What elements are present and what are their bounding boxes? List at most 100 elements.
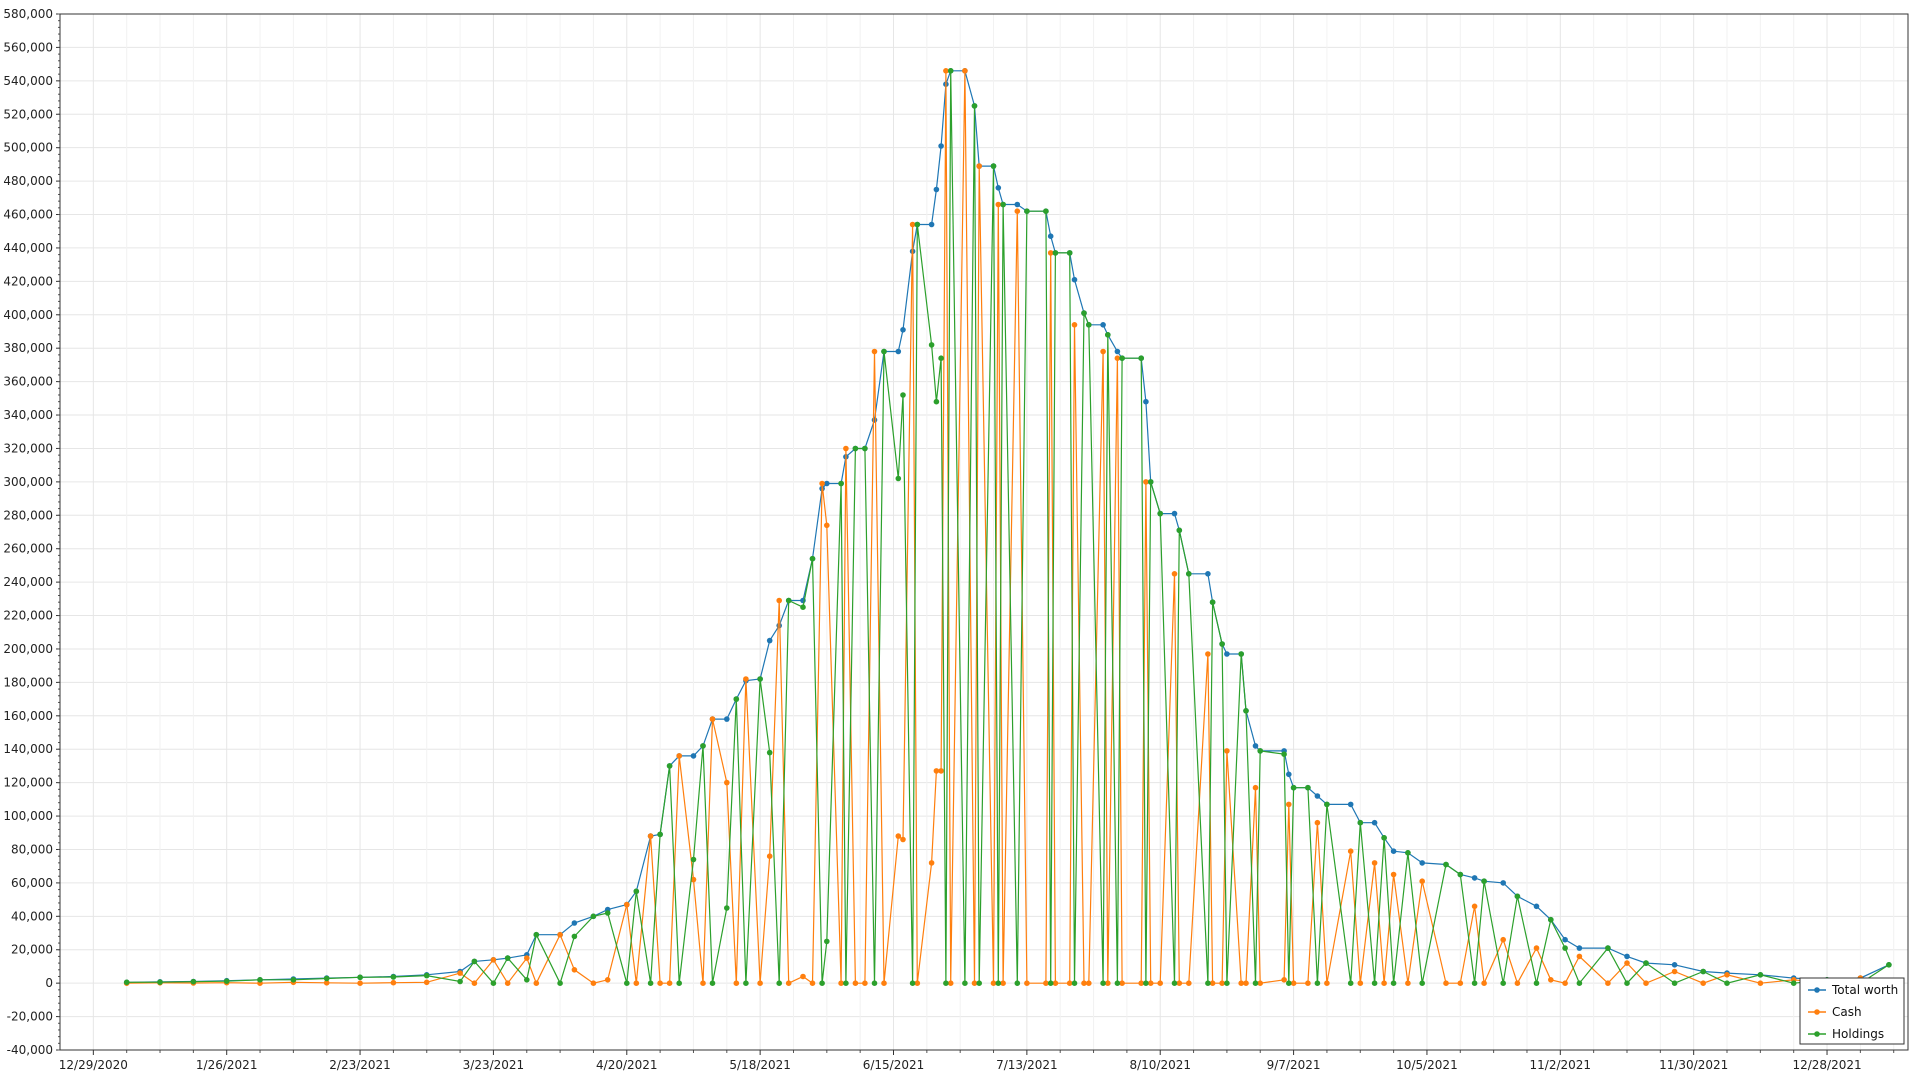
data-point <box>1071 322 1078 328</box>
legend-swatch-marker <box>1814 1031 1820 1037</box>
data-point <box>657 980 663 986</box>
data-point <box>776 980 782 986</box>
legend-label: Holdings <box>1832 1027 1884 1041</box>
data-point <box>1281 977 1287 983</box>
data-point <box>1500 880 1506 886</box>
data-point <box>1347 980 1354 986</box>
data-point <box>724 779 730 786</box>
data-point <box>1081 980 1087 986</box>
data-point <box>1347 848 1354 854</box>
data-point <box>785 980 792 986</box>
data-point <box>157 979 163 985</box>
data-point <box>766 853 773 859</box>
legend-label: Cash <box>1832 1005 1862 1019</box>
data-point <box>357 980 363 986</box>
data-point <box>1043 980 1049 986</box>
data-point <box>1471 903 1478 910</box>
y-tick-label: 260,000 <box>3 542 53 556</box>
data-point <box>1205 651 1211 657</box>
data-point <box>1071 980 1078 986</box>
data-point <box>1324 801 1330 808</box>
y-tick-label: 460,000 <box>3 208 53 222</box>
plot-frame <box>59 13 1909 1051</box>
data-point <box>647 980 654 986</box>
data-point <box>1562 980 1568 986</box>
data-point <box>571 967 578 973</box>
data-point <box>1500 980 1506 986</box>
data-point <box>1305 980 1311 986</box>
data-point <box>709 716 716 722</box>
data-point <box>1224 980 1230 986</box>
y-tick-label: 520,000 <box>3 107 53 121</box>
data-point <box>1252 743 1259 749</box>
data-point <box>943 68 949 74</box>
data-point <box>633 888 640 895</box>
y-tick-label: 480,000 <box>3 174 53 188</box>
data-point <box>1357 819 1364 826</box>
data-point <box>1643 980 1649 986</box>
y-tick-label: 400,000 <box>3 308 53 322</box>
data-point <box>590 980 597 986</box>
y-tick-label: 380,000 <box>3 341 53 355</box>
legend-swatch-marker <box>1814 1009 1820 1015</box>
data-point <box>743 676 749 682</box>
y-tick-label: -40,000 <box>7 1043 53 1057</box>
data-point <box>690 856 697 863</box>
data-point <box>1100 322 1106 328</box>
data-point <box>571 933 578 940</box>
x-tick-label: 2/23/2021 <box>329 1058 391 1072</box>
x-tick-label: 7/13/2021 <box>996 1058 1058 1072</box>
data-point <box>657 831 663 838</box>
data-point <box>1024 980 1030 986</box>
data-point <box>1186 571 1192 577</box>
y-tick-label: 240,000 <box>3 575 53 589</box>
data-point <box>1286 771 1292 778</box>
data-point <box>1886 962 1892 968</box>
series-line <box>126 70 1890 985</box>
data-point <box>843 445 849 452</box>
data-point <box>1147 479 1154 485</box>
data-point <box>471 958 478 965</box>
data-point <box>900 327 906 333</box>
y-tick-label: 340,000 <box>3 408 53 422</box>
data-point <box>724 716 730 722</box>
data-point <box>871 348 878 355</box>
data-point <box>666 980 673 986</box>
y-tick-label: 140,000 <box>3 742 53 756</box>
data-point <box>1381 980 1387 986</box>
data-point <box>1143 479 1149 485</box>
data-point <box>624 901 630 908</box>
data-point <box>647 833 654 839</box>
x-tick-label: 12/29/2020 <box>59 1058 128 1072</box>
data-point <box>1171 980 1178 986</box>
data-point <box>943 980 949 986</box>
data-point <box>1219 641 1225 647</box>
data-point <box>471 980 478 986</box>
data-point <box>757 980 763 986</box>
x-tick-label: 4/20/2021 <box>596 1058 658 1072</box>
data-point <box>1624 953 1630 960</box>
y-tick-label: 60,000 <box>11 876 53 890</box>
data-point <box>504 980 511 986</box>
data-point <box>1014 208 1021 214</box>
data-point <box>457 970 463 976</box>
data-point <box>123 979 130 986</box>
data-point <box>724 905 730 911</box>
data-point <box>1548 916 1554 923</box>
data-point <box>1390 980 1397 986</box>
data-point <box>1290 980 1297 986</box>
data-point <box>900 836 906 843</box>
data-point <box>1100 980 1106 986</box>
y-tick-label: 440,000 <box>3 241 53 255</box>
data-point <box>1000 980 1006 986</box>
data-point <box>1119 355 1125 362</box>
data-point <box>766 637 773 644</box>
data-point <box>1243 708 1249 714</box>
data-point <box>909 980 916 986</box>
y-tick-label: -20,000 <box>7 1010 53 1024</box>
y-tick-label: 320,000 <box>3 441 53 455</box>
data-point <box>1533 980 1540 986</box>
data-point <box>1286 801 1292 808</box>
data-point <box>909 221 916 228</box>
